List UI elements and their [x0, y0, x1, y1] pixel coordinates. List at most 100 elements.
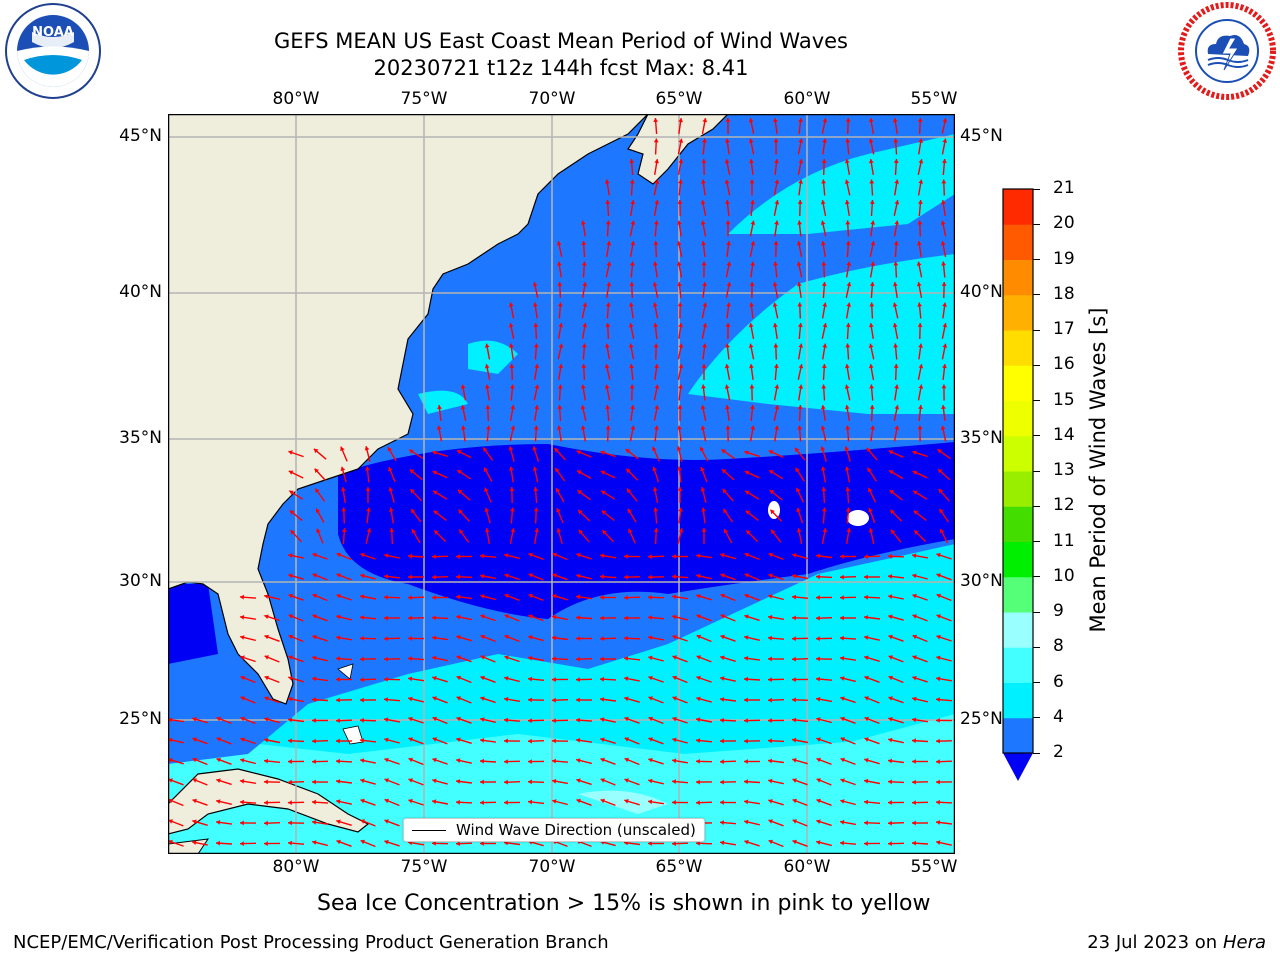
wind-wave-arrow — [432, 450, 448, 457]
wind-wave-arrow — [671, 554, 689, 559]
wind-wave-arrow — [335, 697, 353, 703]
wind-wave-arrow — [744, 552, 760, 561]
wind-wave-arrow — [335, 718, 353, 723]
wind-wave-arrow — [863, 554, 881, 559]
wind-wave-arrow — [480, 594, 496, 601]
wind-wave-arrow — [554, 447, 566, 461]
wind-wave-arrow — [839, 635, 857, 641]
wind-wave-arrow — [312, 593, 328, 602]
wind-wave-arrow — [726, 241, 731, 257]
lat-label-right: 25°N — [960, 709, 1003, 729]
wind-wave-arrow — [917, 117, 923, 135]
wind-wave-arrow — [576, 758, 592, 765]
wind-wave-arrow — [580, 405, 587, 421]
wind-wave-arrow — [894, 384, 899, 401]
wind-wave-arrow — [769, 509, 783, 522]
wind-wave-arrow — [797, 199, 803, 217]
wind-wave-arrow — [845, 138, 850, 155]
map-frame — [168, 114, 955, 854]
wind-wave-arrow — [581, 261, 587, 278]
wind-wave-arrow — [774, 220, 779, 237]
wind-wave-arrow — [504, 553, 520, 560]
wind-wave-arrow — [288, 634, 304, 643]
wind-wave-arrow — [749, 384, 755, 401]
wind-wave-arrow — [456, 449, 472, 459]
wind-wave-arrow — [600, 656, 616, 662]
wind-wave-arrow — [864, 655, 880, 662]
wind-wave-arrow — [216, 820, 232, 825]
wind-wave-arrow — [815, 615, 833, 621]
wind-wave-arrow — [792, 798, 808, 807]
wind-wave-arrow — [743, 779, 761, 785]
wind-wave-arrow — [916, 281, 923, 299]
wind-wave-arrow — [504, 593, 520, 602]
wind-wave-arrow — [745, 529, 759, 543]
wind-wave-arrow — [791, 737, 809, 744]
wind-wave-arrow — [407, 636, 425, 641]
wind-wave-arrow — [432, 490, 448, 500]
wind-wave-arrow — [816, 553, 832, 559]
wind-wave-arrow — [864, 615, 880, 620]
colorbar-tick-mark — [1033, 611, 1040, 613]
wind-wave-arrow — [577, 509, 591, 522]
wind-wave-arrow — [935, 676, 953, 682]
wind-wave-arrow — [701, 384, 706, 401]
wind-wave-arrow — [431, 554, 449, 559]
wind-wave-arrow — [894, 179, 900, 196]
wind-wave-arrow — [480, 779, 496, 785]
wind-wave-arrow — [534, 404, 540, 422]
wind-wave-arrow — [844, 158, 851, 176]
wind-wave-arrow — [359, 738, 377, 743]
colorbar-tick-mark — [1033, 364, 1040, 366]
wind-wave-arrow — [725, 282, 732, 298]
wind-wave-arrow — [533, 384, 540, 401]
wind-wave-arrow — [725, 117, 731, 135]
wind-wave-arrow — [744, 759, 760, 764]
wind-wave-arrow — [726, 302, 731, 319]
wind-wave-arrow — [581, 322, 588, 340]
wind-wave-arrow — [672, 696, 688, 704]
wind-wave-arrow — [527, 779, 545, 785]
wind-wave-arrow — [360, 573, 376, 580]
wind-wave-arrow — [192, 778, 208, 786]
wind-wave-arrow — [192, 840, 208, 846]
wind-wave-arrow — [336, 779, 352, 784]
wind-wave-arrow — [384, 737, 400, 744]
wind-wave-arrow — [844, 179, 851, 196]
wind-wave-arrow — [653, 117, 659, 135]
wind-wave-arrow — [797, 138, 804, 155]
wind-wave-arrow — [601, 509, 615, 522]
wind-wave-arrow — [599, 595, 617, 600]
wind-wave-arrow — [911, 553, 929, 559]
wind-wave-arrow — [695, 779, 713, 785]
wind-wave-arrow — [917, 364, 924, 380]
wind-wave-arrow — [456, 675, 472, 684]
wind-wave-arrow — [456, 614, 472, 621]
colorbar-tick-label: 4 — [1053, 706, 1064, 727]
wind-wave-arrow — [822, 343, 828, 360]
wind-wave-arrow — [887, 779, 905, 785]
wind-wave-arrow — [409, 488, 423, 502]
wind-wave-arrow — [383, 656, 401, 662]
colorbar-tick-mark — [1033, 682, 1040, 683]
wind-wave-arrow — [580, 220, 586, 237]
wind-wave-arrow — [408, 449, 424, 459]
wind-wave-arrow — [627, 508, 637, 523]
wind-wave-arrow — [556, 507, 564, 524]
wind-wave-arrow — [431, 574, 449, 580]
wind-wave-arrow — [456, 594, 472, 600]
wind-wave-arrow — [936, 573, 952, 581]
wind-wave-arrow — [629, 220, 636, 237]
wind-wave-arrow — [504, 676, 520, 683]
wind-wave-arrow — [888, 675, 904, 684]
wind-wave-arrow — [407, 553, 425, 559]
wind-wave-arrow — [768, 573, 784, 581]
wind-wave-arrow — [552, 614, 568, 621]
wind-wave-arrow — [815, 574, 833, 580]
wind-wave-arrow — [365, 487, 371, 503]
wind-wave-arrow — [820, 220, 827, 237]
wind-wave-arrow — [941, 118, 948, 134]
wind-wave-arrow — [578, 529, 590, 543]
colorbar-tick-mark — [1033, 717, 1040, 719]
wind-wave-arrow — [648, 696, 664, 704]
